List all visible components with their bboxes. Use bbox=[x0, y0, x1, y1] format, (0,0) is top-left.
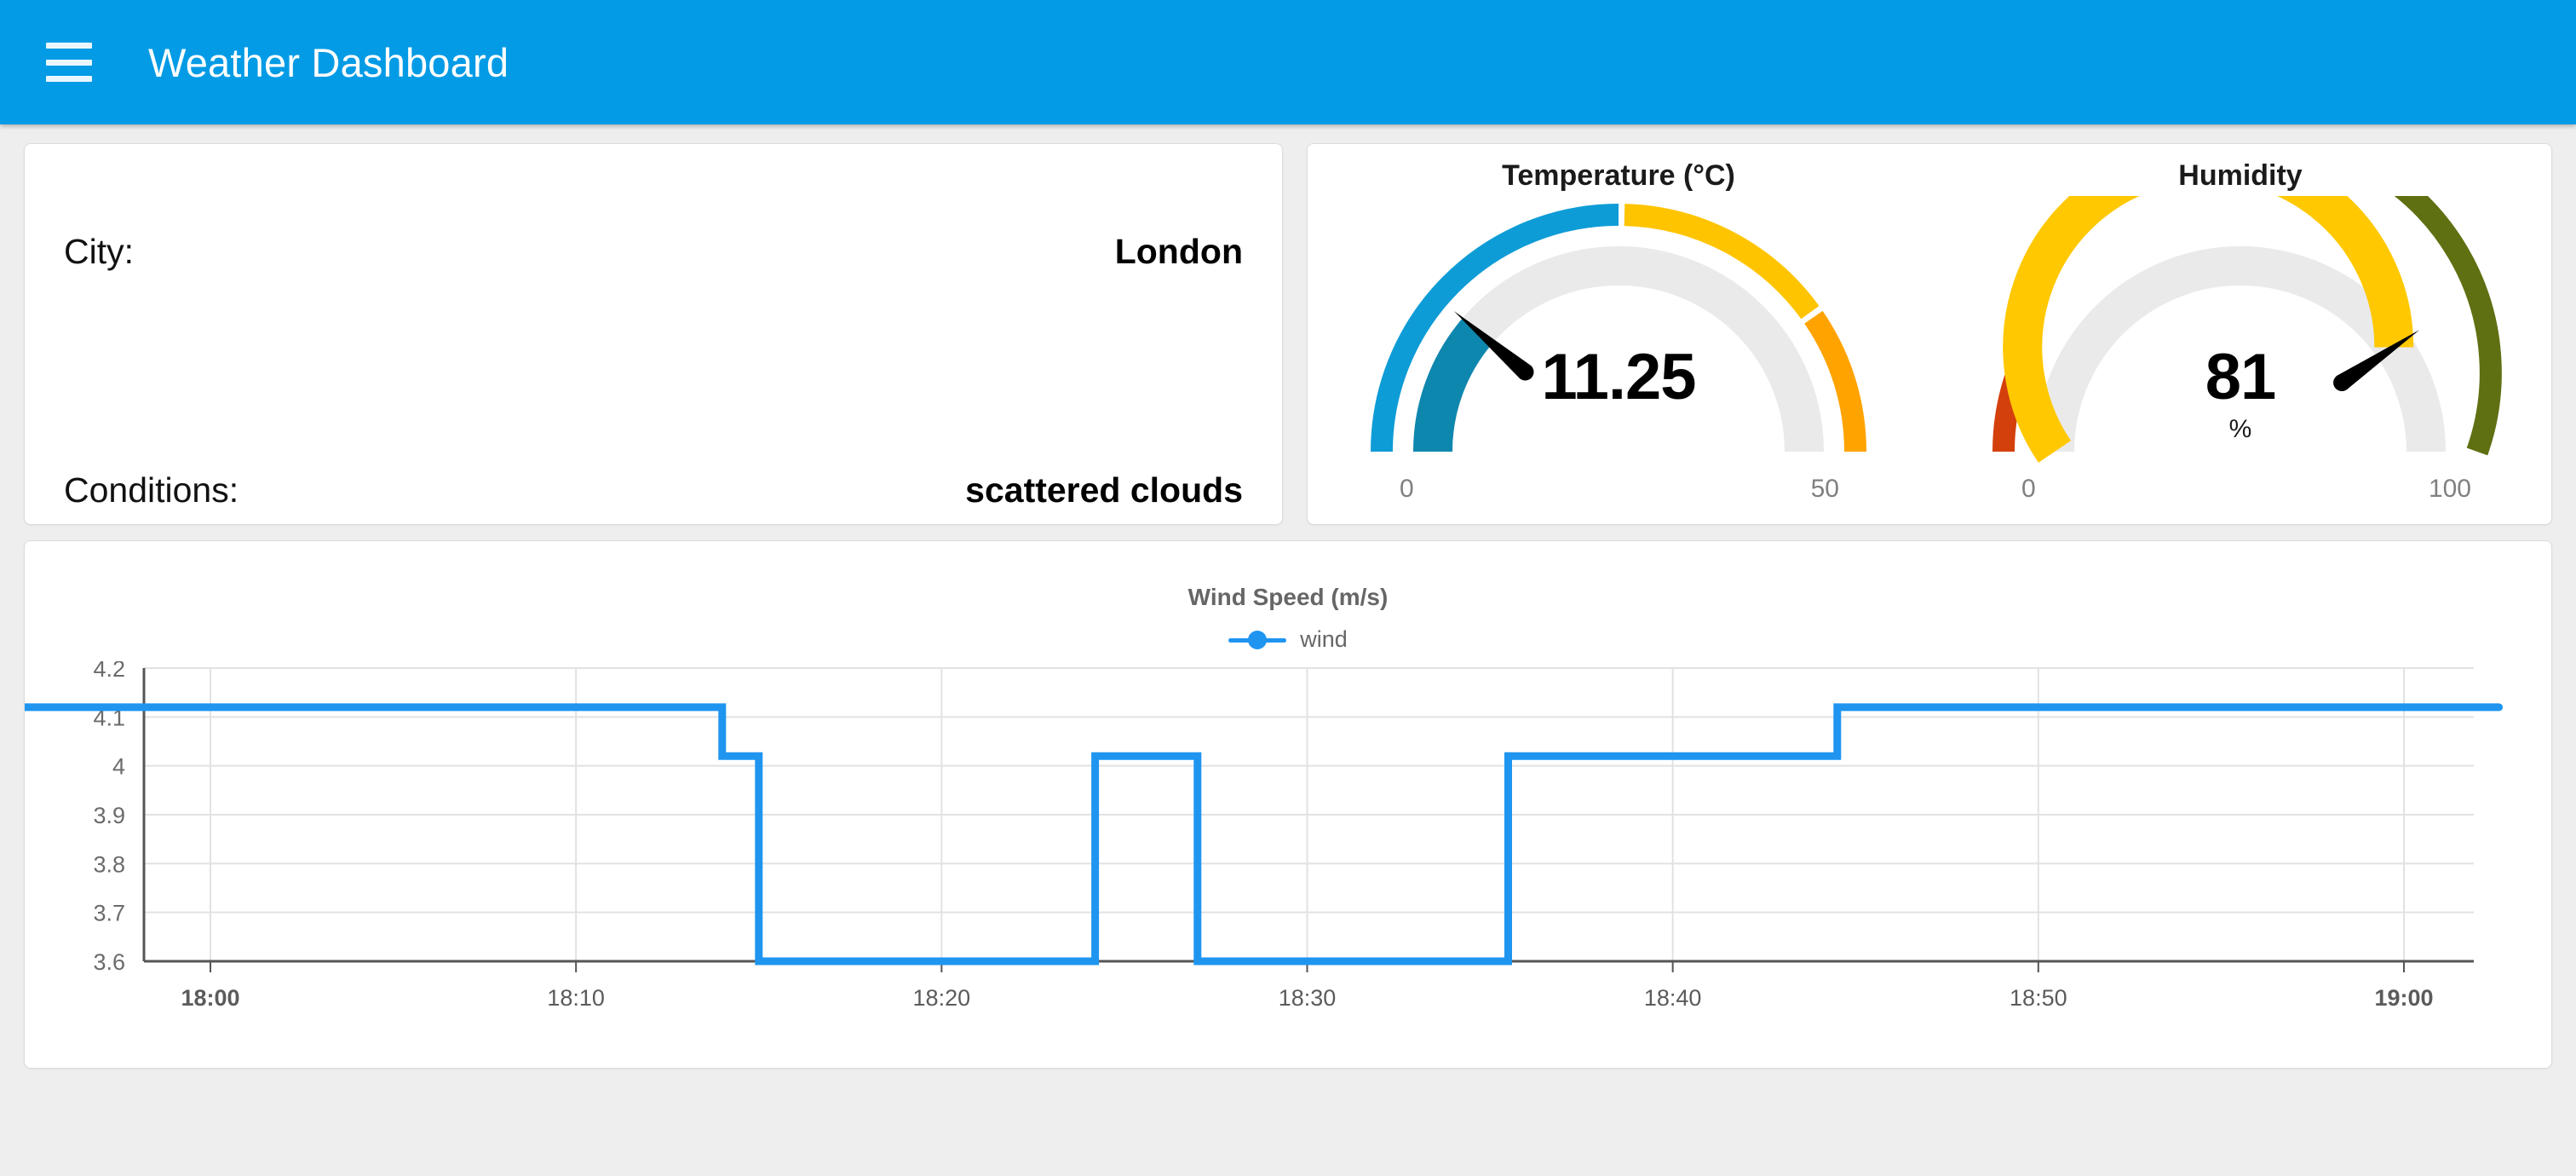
svg-text:18:10: 18:10 bbox=[547, 985, 605, 1011]
wind-chart-plot-area[interactable]: 4.2 4.1 4 3.9 3.8 3.7 3.6 18:00 18:10 18:20 18:30 1… bbox=[0, 656, 2551, 1032]
svg-text:18:40: 18:40 bbox=[1644, 985, 1702, 1011]
conditions-label: Conditions: bbox=[64, 470, 239, 510]
svg-text:3.8: 3.8 bbox=[93, 851, 125, 877]
weather-info-card: City: London Conditions: scattered cloud… bbox=[24, 143, 1283, 525]
temperature-gauge-value: 11.25 bbox=[1541, 341, 1697, 413]
gauges-card: Temperature (°C) 11.25 0 50 Humidity 81 … bbox=[1307, 143, 2552, 525]
wind-chart-svg: 4.24.143.93.83.73.618:00 18:10 18:20 18:30 1… bbox=[0, 656, 2504, 1011]
svg-text:3.6: 3.6 bbox=[93, 949, 125, 975]
top-row: City: London Conditions: scattered cloud… bbox=[0, 124, 2576, 525]
conditions-value: scattered clouds bbox=[965, 470, 1243, 510]
city-label: City: bbox=[64, 231, 134, 271]
legend-label-wind: wind bbox=[1300, 626, 1348, 652]
svg-text:19:00: 19:00 bbox=[2374, 985, 2433, 1011]
temperature-gauge-title: Temperature (°C) bbox=[1502, 159, 1735, 192]
humidity-gauge-unit: % bbox=[2228, 415, 2252, 443]
svg-text:3.7: 3.7 bbox=[93, 901, 125, 926]
humidity-gauge-min-label: 0 bbox=[2021, 475, 2036, 503]
temperature-gauge-max-label: 50 bbox=[1810, 475, 1839, 503]
svg-text:3.9: 3.9 bbox=[93, 803, 125, 828]
hamburger-line bbox=[46, 76, 92, 82]
humidity-gauge-title: Humidity bbox=[2178, 159, 2303, 192]
legend-line-marker-icon bbox=[1228, 628, 1287, 652]
humidity-gauge: Humidity 81 % 0 100 bbox=[1929, 144, 2551, 524]
svg-text:18:00: 18:00 bbox=[181, 985, 239, 1011]
humidity-gauge-value: 81 bbox=[2205, 341, 2277, 413]
info-row-conditions: Conditions: scattered clouds bbox=[64, 453, 1243, 527]
app-title: Weather Dashboard bbox=[148, 39, 509, 85]
temperature-gauge-dial bbox=[1371, 204, 1866, 453]
svg-text:4: 4 bbox=[112, 754, 125, 780]
info-row-city: City: London bbox=[64, 214, 1243, 289]
hamburger-menu-icon[interactable] bbox=[46, 43, 92, 82]
temperature-gauge: Temperature (°C) 11.25 0 50 bbox=[1308, 144, 1929, 524]
temperature-gauge-min-label: 0 bbox=[1400, 475, 1414, 503]
svg-text:4.2: 4.2 bbox=[93, 661, 125, 682]
svg-text:18:20: 18:20 bbox=[913, 985, 971, 1011]
svg-text:18:30: 18:30 bbox=[1279, 985, 1337, 1011]
city-value: London bbox=[1114, 231, 1243, 271]
wind-chart-legend[interactable]: wind bbox=[25, 626, 2551, 653]
hamburger-line bbox=[46, 43, 92, 49]
svg-text:18:50: 18:50 bbox=[2010, 985, 2067, 1011]
bottom-row: Wind Speed (m/s) wind 4.2 4.1 4 3.9 3.8 3.7 3.… bbox=[0, 525, 2576, 1069]
hamburger-line bbox=[46, 59, 92, 66]
wind-chart-title: Wind Speed (m/s) bbox=[1187, 584, 1389, 610]
humidity-gauge-max-label: 100 bbox=[2428, 475, 2471, 503]
humidity-gauge-dial bbox=[1992, 196, 2502, 463]
app-header: Weather Dashboard bbox=[0, 0, 2576, 124]
wind-speed-chart-card: Wind Speed (m/s) wind 4.2 4.1 4 3.9 3.8 3.7 3.… bbox=[0, 540, 2552, 1069]
